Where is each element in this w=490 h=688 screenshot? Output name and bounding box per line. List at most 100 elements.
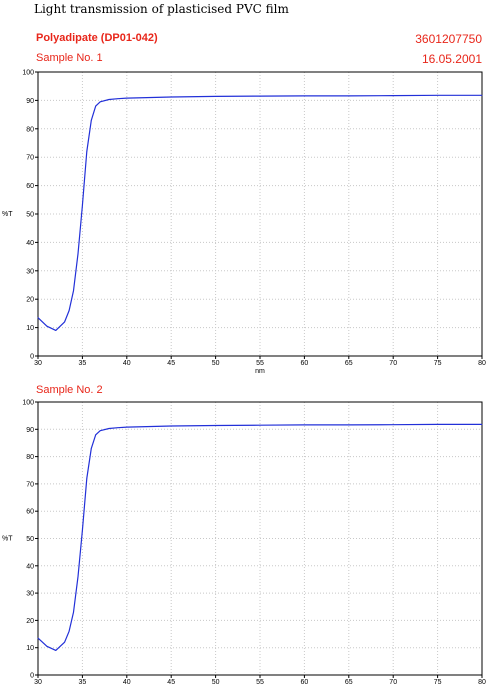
transmission-chart-sample-1: 30 35 40 45 50 55 60 65 70 75 80 0 10 20 30 40 50 60 70 80 9…	[2, 70, 486, 376]
x-tick-label: 60	[301, 679, 309, 686]
data-point	[392, 424, 394, 426]
data-point	[99, 430, 101, 432]
x-tick-label: 45	[167, 679, 175, 686]
data-point	[481, 423, 483, 425]
x-tick-label: 45	[167, 360, 175, 367]
x-tick-label: 55	[256, 360, 264, 367]
data-point	[64, 321, 66, 323]
transmission-chart-sample-2: 30 35 40 45 50 55 60 65 70 75 80 0 10 20 30 40 50 60 70 80 9…	[2, 400, 486, 688]
x-tick-label: 35	[79, 679, 87, 686]
y-tick-label: 90	[26, 98, 34, 105]
data-point	[126, 426, 128, 428]
y-tick-label: 30	[26, 591, 34, 598]
x-tick-label: 75	[434, 360, 442, 367]
y-tick-label: 0	[30, 354, 34, 361]
y-tick-label: 90	[26, 427, 34, 434]
data-point	[95, 434, 97, 436]
data-point	[117, 427, 119, 429]
document-title: Light transmission of plasticised PVC fi…	[34, 2, 289, 16]
data-point	[215, 96, 217, 97]
y-tick-label: 20	[26, 297, 34, 304]
x-tick-label: 60	[301, 360, 309, 367]
y-tick-label: 10	[26, 645, 34, 652]
transmission-line	[37, 94, 482, 331]
data-point	[64, 641, 66, 643]
data-point	[86, 478, 88, 479]
x-tick-label: 70	[389, 360, 397, 367]
data-point	[82, 205, 83, 206]
data-point	[73, 290, 74, 292]
x-tick-label: 75	[434, 679, 442, 686]
data-point	[481, 94, 483, 96]
data-point	[348, 95, 350, 97]
data-point	[90, 119, 92, 121]
data-point	[82, 529, 83, 531]
data-point	[37, 317, 39, 319]
report-date: 16.05.2001	[421, 52, 482, 66]
x-tick-label: 35	[79, 360, 87, 367]
y-tick-label: 10	[26, 325, 34, 332]
data-point	[126, 97, 128, 99]
data-point	[77, 253, 79, 255]
y-tick-label: 100	[22, 400, 34, 407]
y-axis-title: %T	[2, 536, 13, 543]
y-axis-title: %T	[2, 211, 13, 218]
data-point	[437, 423, 438, 425]
x-tick-label: 55	[256, 679, 264, 686]
data-point	[68, 310, 70, 311]
data-point	[259, 424, 261, 426]
product-name: Polyadipate (DP01-042)	[36, 32, 158, 44]
x-tick-label: 50	[212, 679, 220, 686]
data-point	[437, 94, 438, 96]
product-code: 3601207750	[415, 32, 482, 46]
y-tick-label: 0	[30, 673, 34, 680]
y-tick-label: 70	[26, 481, 34, 488]
data-point	[90, 448, 92, 449]
data-point	[95, 105, 97, 107]
y-tick-label: 60	[26, 183, 34, 190]
data-point	[170, 96, 172, 98]
data-point	[108, 99, 110, 100]
x-tick-label: 80	[478, 679, 486, 686]
y-tick-label: 80	[26, 126, 34, 133]
y-tick-label: 50	[26, 212, 34, 219]
x-tick-label: 40	[123, 360, 131, 367]
data-point	[170, 425, 172, 427]
y-tick-label: 40	[26, 563, 34, 570]
chart-2-title: Sample No. 2	[36, 384, 103, 396]
y-tick-label: 40	[26, 240, 34, 247]
x-tick-label: 30	[34, 679, 42, 686]
y-tick-label: 30	[26, 268, 34, 275]
y-tick-label: 60	[26, 509, 34, 516]
data-point	[68, 630, 70, 632]
data-point	[304, 424, 305, 426]
y-tick-label: 70	[26, 155, 34, 162]
data-point	[86, 151, 88, 152]
y-tick-label: 100	[22, 70, 34, 77]
data-point	[259, 95, 261, 97]
data-point	[55, 330, 57, 331]
data-point	[37, 637, 39, 639]
x-tick-label: 50	[212, 360, 220, 367]
x-tick-label: 65	[345, 360, 353, 367]
y-tick-label: 80	[26, 454, 34, 461]
data-point	[46, 325, 48, 327]
data-point	[46, 645, 48, 647]
data-point	[117, 98, 119, 100]
plot-frame	[37, 71, 483, 357]
plot-frame	[37, 401, 483, 676]
chart-1-title: Sample No. 1	[36, 52, 103, 64]
data-point	[304, 95, 305, 97]
data-point	[348, 424, 350, 426]
x-axis-title: nm	[255, 368, 265, 375]
data-point	[77, 576, 79, 578]
data-point	[108, 428, 110, 429]
x-tick-label: 70	[389, 679, 397, 686]
y-tick-label: 50	[26, 536, 34, 543]
data-point	[55, 650, 57, 651]
data-point	[215, 425, 217, 426]
x-tick-label: 30	[34, 360, 42, 367]
data-point	[73, 611, 74, 613]
x-tick-label: 80	[478, 360, 486, 367]
data-point	[99, 101, 101, 103]
